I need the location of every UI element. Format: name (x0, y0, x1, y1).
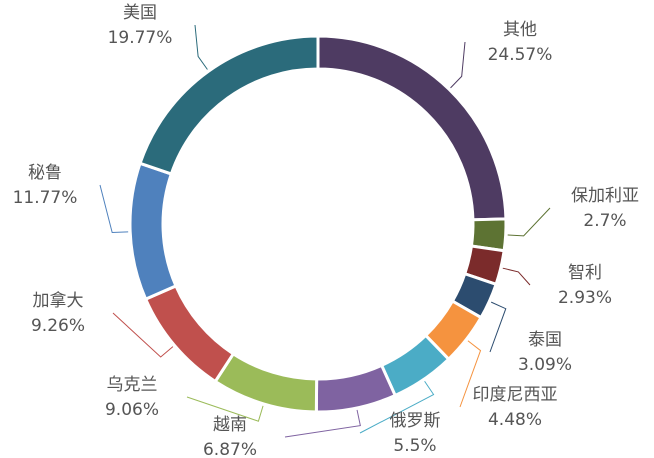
leader-line (450, 41, 466, 89)
leader-line (489, 301, 507, 353)
donut-segment (143, 283, 236, 384)
category-label: 其他 (503, 20, 537, 40)
value-label: 3.09% (518, 355, 572, 375)
leader-line (99, 184, 129, 233)
category-label: 俄罗斯 (390, 411, 441, 431)
category-label: 越南 (213, 415, 247, 435)
category-label: 美国 (123, 3, 157, 23)
category-label: 保加利亚 (571, 186, 639, 206)
donut-segment (316, 34, 508, 222)
category-label: 秘鲁 (28, 163, 62, 183)
value-label: 4.48% (488, 410, 542, 430)
leader-line (359, 380, 435, 434)
value-label: 19.77% (108, 28, 173, 48)
leader-line (284, 409, 361, 438)
donut-segment (138, 34, 320, 176)
leader-line (194, 24, 208, 70)
donut-segment (128, 161, 178, 302)
donut-segment (213, 351, 319, 414)
value-label: 2.93% (558, 288, 612, 308)
value-label: 6.87% (203, 440, 257, 458)
leader-line (507, 207, 551, 237)
value-label: 5.5% (393, 436, 436, 456)
category-label: 加拿大 (33, 290, 84, 311)
category-label: 泰国 (528, 330, 562, 350)
category-label: 乌克兰 (107, 375, 158, 395)
leader-line (186, 396, 264, 422)
category-label: 印度尼西亚 (473, 385, 558, 405)
value-label: 11.77% (13, 188, 78, 208)
leader-line (112, 312, 174, 358)
value-label: 9.26% (31, 316, 85, 336)
leader-line (502, 267, 531, 286)
donut-segment (314, 363, 398, 414)
value-label: 24.57% (488, 45, 553, 65)
leader-line (459, 340, 482, 408)
category-label: 智利 (568, 263, 602, 283)
value-label: 2.7% (583, 211, 626, 231)
value-label: 9.06% (105, 400, 159, 420)
